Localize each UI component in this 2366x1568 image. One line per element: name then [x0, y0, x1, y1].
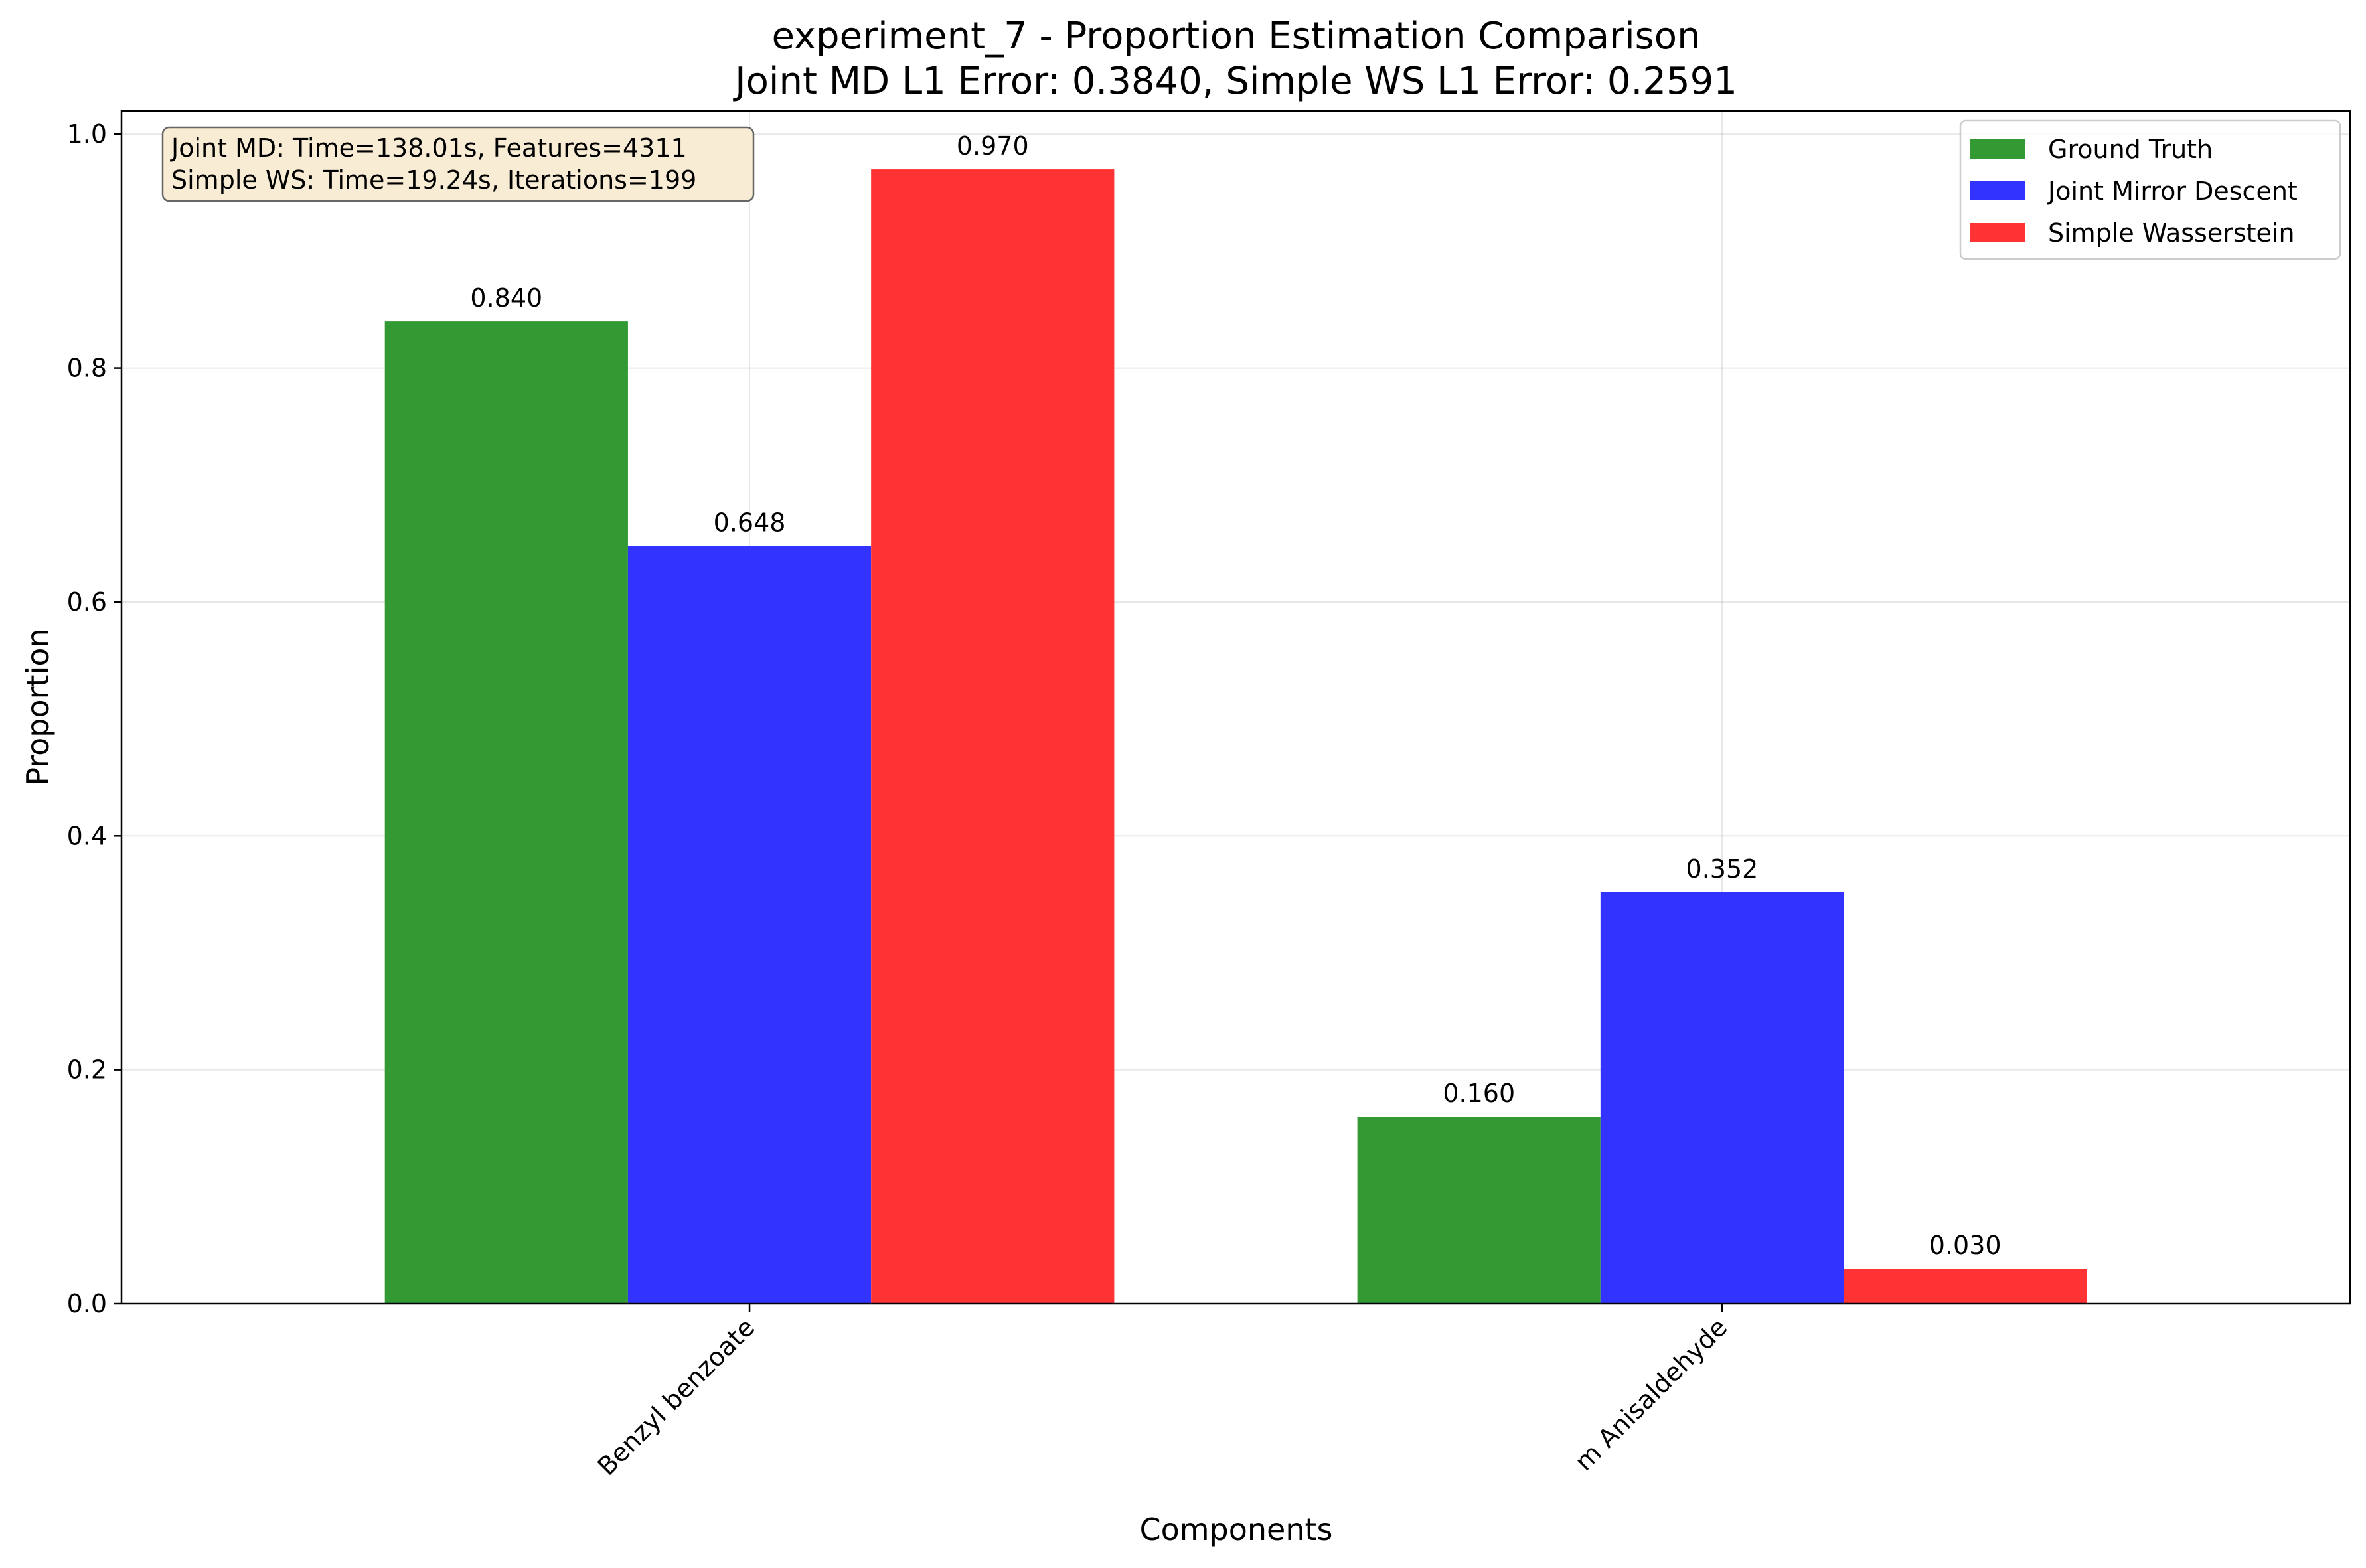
- chart-subtitle: Joint MD L1 Error: 0.3840, Simple WS L1 …: [733, 60, 1737, 103]
- legend-label: Joint Mirror Descent: [2047, 177, 2298, 206]
- legend-swatch: [1970, 139, 2025, 159]
- info-line-joint-md: Joint MD: Time=138.01s, Features=4311: [170, 133, 687, 163]
- y-tick-label: 0.4: [67, 821, 107, 850]
- x-tick-label: m Anisaldehyde: [1569, 1312, 1733, 1476]
- info-box-background: [161, 126, 755, 202]
- bars: [384, 169, 2087, 1304]
- bar-joint-mirror-descent: [1600, 892, 1844, 1304]
- bar-labels: 0.840 0.160 0.648 0.352 0.970 0.030: [470, 131, 2001, 1260]
- bar-value-label: 0.840: [470, 283, 542, 313]
- bar-value-label: 0.648: [714, 508, 786, 537]
- y-tick-label: 0.2: [67, 1056, 107, 1085]
- plot-area-frame: [120, 110, 2351, 1305]
- y-tick-label: 1.0: [67, 119, 107, 149]
- y-tick-label: 0.8: [67, 354, 107, 383]
- info-box: Joint MD: Time=138.01s, Features=4311 Si…: [161, 126, 755, 202]
- bar-simple-wasserstein: [871, 169, 1115, 1304]
- bar-value-label: 0.160: [1443, 1079, 1515, 1108]
- y-tick-label: 0.0: [67, 1289, 107, 1318]
- legend-swatch: [1970, 223, 2025, 242]
- y-axis-label: Proportion: [20, 628, 56, 785]
- legend-swatch: [1970, 181, 2025, 200]
- x-tick-label: Benzyl benzoate: [592, 1312, 761, 1481]
- legend-label: Ground Truth: [2048, 135, 2213, 164]
- bar-ground-truth: [384, 321, 628, 1304]
- legend-label: Simple Wasserstein: [2048, 218, 2295, 248]
- x-axis-label: Components: [1139, 1512, 1332, 1547]
- bar-ground-truth: [1357, 1117, 1601, 1304]
- bar-value-label: 0.030: [1929, 1231, 2002, 1260]
- x-axis: Benzyl benzoate m Anisaldehyde: [592, 1304, 1733, 1481]
- legend: Ground Truth Joint Mirror Descent Simple W…: [1959, 119, 2341, 260]
- y-tick-label: 0.6: [67, 588, 107, 617]
- info-line-simple-ws: Simple WS: Time=19.24s, Iterations=199: [171, 165, 696, 195]
- bar-value-label: 0.970: [957, 131, 1029, 161]
- bar-value-label: 0.352: [1686, 854, 1759, 884]
- bar-simple-wasserstein: [1844, 1269, 2087, 1304]
- chart-title: experiment_7 - Proportion Estimation Com…: [771, 15, 1700, 58]
- bar-joint-mirror-descent: [627, 546, 872, 1304]
- legend-frame: [1959, 119, 2341, 260]
- y-axis: 0.0 0.2 0.4 0.6 0.8 1.0: [67, 119, 121, 1318]
